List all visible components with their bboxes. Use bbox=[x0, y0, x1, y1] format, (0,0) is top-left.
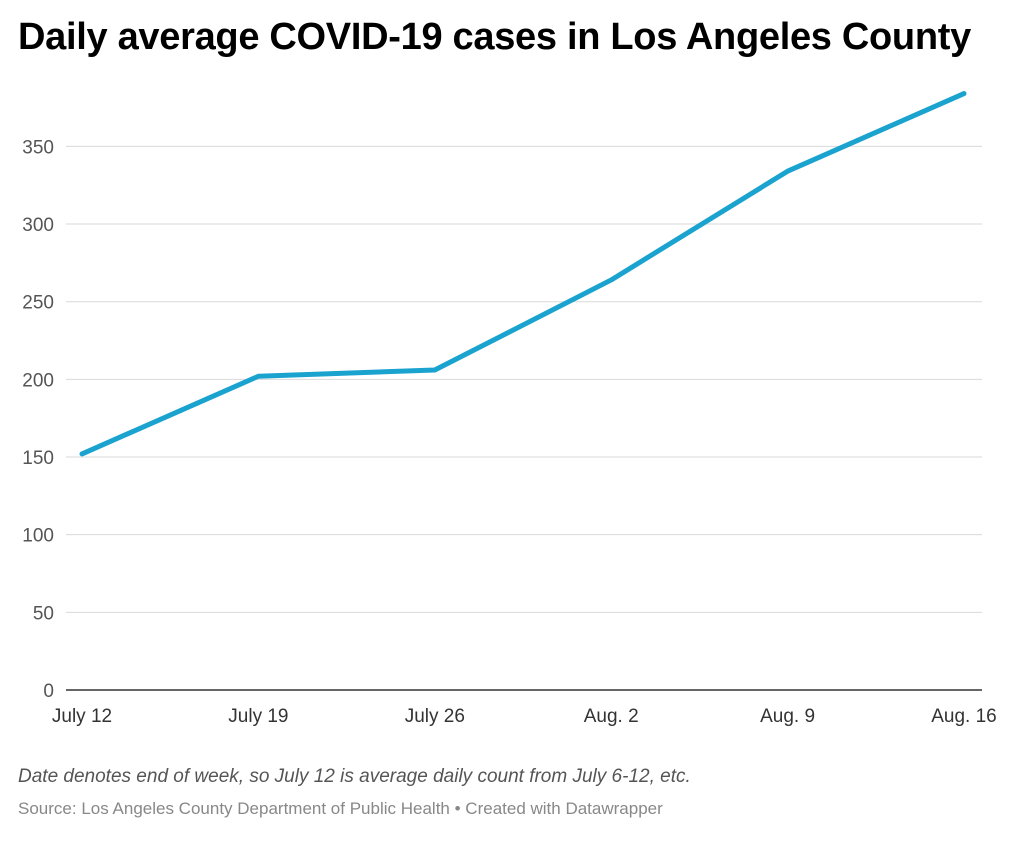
y-tick-label: 50 bbox=[33, 603, 54, 624]
source-label: Source: bbox=[18, 799, 77, 818]
series-lines bbox=[79, 91, 967, 457]
chart-notes: Date denotes end of week, so July 12 is … bbox=[18, 766, 691, 787]
y-tick-label: 100 bbox=[22, 526, 54, 547]
y-tick-label: 200 bbox=[22, 370, 54, 391]
y-tick-label: 300 bbox=[22, 215, 54, 236]
source-separator: • bbox=[454, 799, 461, 818]
source-credit: Created with Datawrapper bbox=[465, 799, 663, 818]
series-line bbox=[79, 91, 967, 457]
x-tick-label: Aug. 16 bbox=[931, 706, 997, 727]
x-tick-label: July 12 bbox=[52, 706, 112, 727]
chart-source: Source: Los Angeles County Department of… bbox=[18, 799, 663, 819]
y-tick-label: 250 bbox=[22, 293, 54, 314]
x-tick-label: July 26 bbox=[405, 706, 465, 727]
y-tick-label: 150 bbox=[22, 448, 54, 469]
y-tick-label: 0 bbox=[43, 681, 54, 702]
x-tick-label: Aug. 9 bbox=[760, 706, 815, 727]
source-name: Los Angeles County Department of Public … bbox=[81, 799, 450, 818]
y-tick-label: 350 bbox=[22, 137, 54, 158]
y-axis-ticks: 0 50 100 150 200 250 300 350 bbox=[22, 137, 54, 702]
gridlines bbox=[66, 145, 982, 613]
x-tick-label: July 19 bbox=[228, 706, 288, 727]
x-tick-label: Aug. 2 bbox=[584, 706, 639, 727]
chart-title: Daily average COVID-19 cases in Los Ange… bbox=[18, 16, 971, 58]
x-axis-ticks: July 12 July 19 July 26 Aug. 2 Aug. 9 Aug. 16 bbox=[52, 706, 997, 727]
